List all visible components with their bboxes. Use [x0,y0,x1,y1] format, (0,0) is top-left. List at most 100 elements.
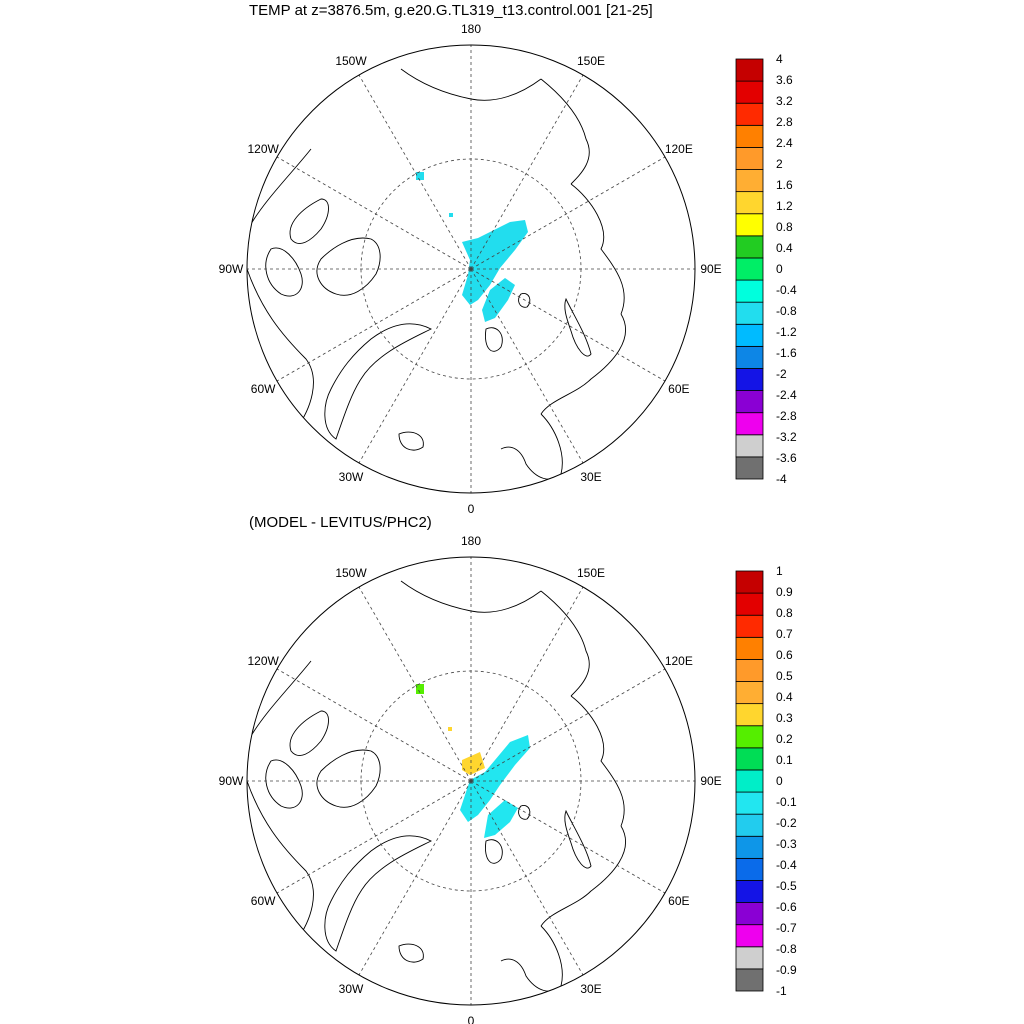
colorbar-swatch [735,725,764,749]
colorbar-swatch [735,191,764,215]
colorbar-swatch [735,946,764,970]
meridian-line [470,780,666,894]
colorbar-label: -0.7 [776,921,797,935]
colorbar-label: -0.6 [776,900,797,914]
longitude-label: 120W [247,654,279,668]
panel-a-anomaly-main [462,220,528,305]
colorbar-label: 0.1 [776,753,793,767]
colorbar-swatch [735,412,764,436]
colorbar-swatch [735,58,764,82]
colorbar-label: -0.4 [776,283,797,297]
colorbar-label: 2.8 [776,115,793,129]
colorbar-swatch [735,102,764,126]
longitude-label: 180 [461,22,481,36]
colorbar-swatch [735,791,764,815]
panel-a-anomaly-small [416,172,424,180]
panel-b-colorbar: -1 -0.9 -0.8 -0.7 -0.6 -0.5 -0.4 -0.3 -0.2 -0.1 0 0… [735,564,797,998]
colorbar-label: -0.2 [776,816,797,830]
meridian-line [470,668,666,782]
colorbar-swatch [735,681,764,705]
colorbar-swatch [735,703,764,727]
colorbar-swatch [735,835,764,859]
longitude-label: 120E [665,654,693,668]
colorbar-swatch [735,213,764,237]
longitude-label: 150W [335,54,367,68]
colorbar-swatch [735,924,764,948]
colorbar-label: 4 [776,52,783,66]
colorbar-swatch [735,124,764,148]
colorbar-swatch [735,880,764,903]
longitude-label: 60W [251,894,276,908]
panel-b-meridians [247,557,695,1005]
colorbar-label: 0.7 [776,627,793,641]
colorbar-label: 0.8 [776,220,793,234]
colorbar-swatch [735,301,764,325]
panel-a-title: TEMP at z=3876.5m, g.e20.G.TL319_t13.con… [249,2,653,19]
longitude-label: 120W [247,142,279,156]
colorbar-label: -2.8 [776,409,797,423]
panel-a-longitude-labels: 180 150E 120E 90E 60E 30E 0 30W 60W 90W 120W 150W [219,22,722,516]
longitude-label: 120E [665,142,693,156]
colorbar-swatch [735,857,764,881]
meridian-line [470,268,584,464]
meridian-line [470,586,584,782]
panel-a-anomaly-lower [482,278,515,322]
panel-a-meridians [247,45,695,493]
longitude-label: 0 [468,1014,475,1024]
colorbar-swatch [735,368,764,391]
colorbar-label: 3.6 [776,73,793,87]
meridian-line [470,268,666,382]
longitude-label: 150W [335,566,367,580]
colorbar-label: 2.4 [776,136,793,150]
colorbar-label: -0.5 [776,879,797,893]
longitude-label: 150E [577,54,605,68]
meridian-line [358,74,472,270]
panel-a-anomaly-dot [449,213,453,217]
colorbar-swatch [735,636,764,660]
colorbar-label: 0.4 [776,241,793,255]
colorbar-label: -0.1 [776,795,797,809]
longitude-label: 90E [700,774,721,788]
panel-b-longitude-labels: 180 150E 120E 90E 60E 30E 0 30W 60W 90W 120W 150W [219,534,722,1024]
colorbar-swatch [735,169,764,193]
meridian-line [358,268,472,464]
colorbar-swatch [735,902,764,926]
colorbar-swatch [735,968,764,992]
meridian-line [470,74,584,270]
colorbar-swatch [735,592,764,616]
meridian-line [276,668,472,782]
meridian-line [276,156,472,270]
colorbar-swatch [735,345,764,369]
colorbar-label: 0.4 [776,690,793,704]
colorbar-label: 1.2 [776,199,793,213]
colorbar-label: 2 [776,157,783,171]
colorbar-swatch [735,323,764,347]
longitude-label: 150E [577,566,605,580]
colorbar-label: -3.6 [776,451,797,465]
colorbar-swatch [735,747,764,771]
panel-b-map [246,556,696,1006]
colorbar-label: 0.5 [776,669,793,683]
colorbar-label: 1 [776,564,783,578]
colorbar-label: 0.8 [776,606,793,620]
panel-b-anomaly-positive [462,752,485,775]
colorbar-label: 0.9 [776,585,793,599]
colorbar-label: 0 [776,262,783,276]
colorbar-label: 0.2 [776,732,793,746]
colorbar-label: 0 [776,774,783,788]
meridian-line [276,780,472,894]
longitude-label: 30E [580,982,601,996]
colorbar-swatch [735,235,764,259]
colorbar-label: 1.6 [776,178,793,192]
longitude-label: 90E [700,262,721,276]
colorbar-swatch [735,390,764,414]
panel-b-map-border [246,556,696,1006]
colorbar-label: -2.4 [776,388,797,402]
longitude-label: 30W [339,982,364,996]
colorbar-label: -3.2 [776,430,797,444]
meridian-line [470,780,584,976]
colorbar-label: -2 [776,367,787,381]
colorbar-swatch [735,147,764,170]
colorbar-swatch [735,279,764,303]
